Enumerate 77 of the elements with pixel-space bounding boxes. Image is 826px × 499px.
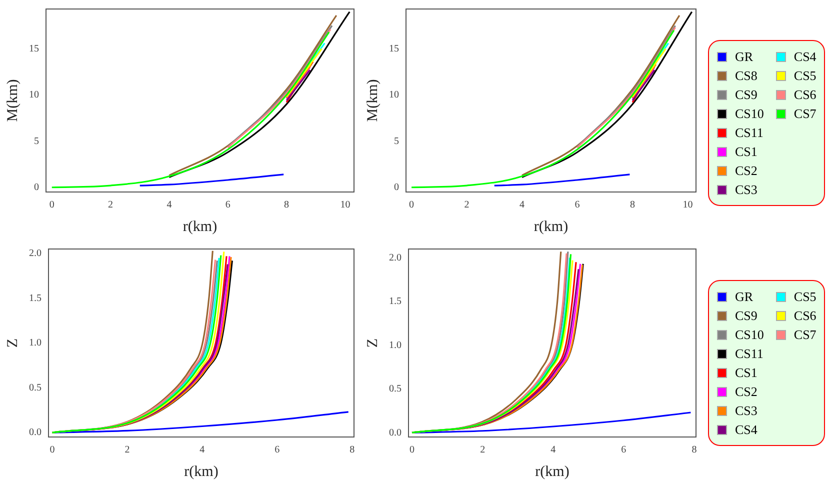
legend-label: GR: [735, 288, 754, 304]
line-series: [494, 174, 631, 186]
legend-label: CS10: [735, 106, 764, 122]
line-series: [411, 412, 692, 434]
legend-label: CS8: [735, 68, 758, 84]
legend-label: GR: [735, 48, 754, 64]
legend-label: CS7: [794, 326, 816, 342]
y-tick-label: 10: [389, 90, 399, 101]
y-tick-label: 15: [389, 43, 399, 54]
legend-label: CS4: [794, 48, 816, 64]
x-axis-title: r(km): [184, 464, 218, 480]
x-axis-title: r(km): [535, 464, 570, 480]
legend-label: CS7: [794, 106, 816, 122]
legend-label: CS9: [735, 86, 758, 102]
legend-label: CS6: [794, 308, 816, 324]
y-tick-label: 1.0: [389, 340, 402, 351]
y-tick-label: 0: [34, 182, 39, 194]
y-axis-title: Z: [4, 338, 21, 348]
x-tick-label: 4: [520, 200, 524, 211]
x-tick-label: 8: [692, 444, 697, 456]
legend-label: CS1: [735, 364, 758, 380]
x-tick-label: 2: [124, 444, 130, 456]
x-tick-label: 6: [621, 444, 626, 456]
x-tick-label: 0: [410, 444, 415, 456]
legend-label: CS10: [735, 326, 764, 342]
legend-label: CS2: [735, 162, 758, 178]
line-series: [410, 29, 675, 188]
x-tick-label: 2: [108, 200, 114, 211]
x-tick-label: 4: [166, 200, 172, 211]
y-tick-label: 0.0: [389, 427, 402, 438]
y-tick-label: 15: [29, 43, 39, 54]
y-tick-label: 2.0: [29, 248, 42, 260]
legend-label: CS1: [735, 144, 758, 160]
x-tick-label: 8: [350, 444, 355, 456]
legend-label: CS9: [735, 308, 758, 324]
y-tick-label: 1.5: [389, 296, 402, 308]
x-tick-label: 10: [340, 200, 350, 211]
x-tick-label: 10: [682, 200, 693, 211]
x-tick-label: 6: [574, 200, 580, 211]
x-tick-label: 2: [480, 444, 486, 456]
y-axis-title: M(km): [4, 79, 21, 122]
x-tick-label: 0: [50, 444, 55, 456]
y-tick-label: 5: [394, 136, 399, 147]
legend-label: CS3: [735, 182, 758, 198]
x-tick-label: 0: [49, 200, 54, 211]
legend-label: CS4: [735, 422, 758, 438]
y-tick-label: 0: [394, 182, 399, 194]
legend-label: CS2: [735, 384, 758, 400]
x-axis-title: r(km): [534, 218, 568, 235]
x-tick-label: 0: [409, 200, 414, 211]
y-tick-label: 1.0: [29, 338, 42, 349]
x-tick-label: 8: [630, 200, 635, 211]
legend-label: CS11: [735, 346, 764, 362]
x-tick-label: 6: [225, 200, 230, 211]
y-tick-label: 0.5: [29, 382, 42, 394]
line-series: [139, 174, 284, 186]
y-axis-title: M(km): [364, 79, 381, 122]
y-tick-label: 5: [34, 136, 39, 147]
y-tick-label: 10: [29, 90, 39, 101]
line-series: [51, 411, 350, 434]
x-axis-title: r(km): [182, 218, 218, 235]
y-tick-label: 0.0: [29, 427, 42, 438]
legend-label: CS5: [794, 288, 816, 304]
y-tick-label: 2.0: [389, 252, 402, 264]
y-axis-title: Z: [364, 338, 381, 348]
x-tick-label: 6: [274, 444, 280, 456]
legend-label: CS6: [794, 86, 816, 102]
y-tick-label: 1.5: [29, 292, 42, 304]
x-tick-label: 4: [200, 444, 205, 456]
y-tick-label: 0.5: [389, 384, 402, 395]
legend-label: CS5: [794, 68, 816, 84]
x-tick-label: 4: [550, 444, 556, 456]
line-series: [51, 31, 330, 188]
legend-label: CS3: [735, 402, 758, 418]
x-tick-label: 2: [464, 200, 470, 211]
x-tick-label: 8: [284, 200, 290, 211]
legend-label: CS11: [735, 124, 764, 140]
